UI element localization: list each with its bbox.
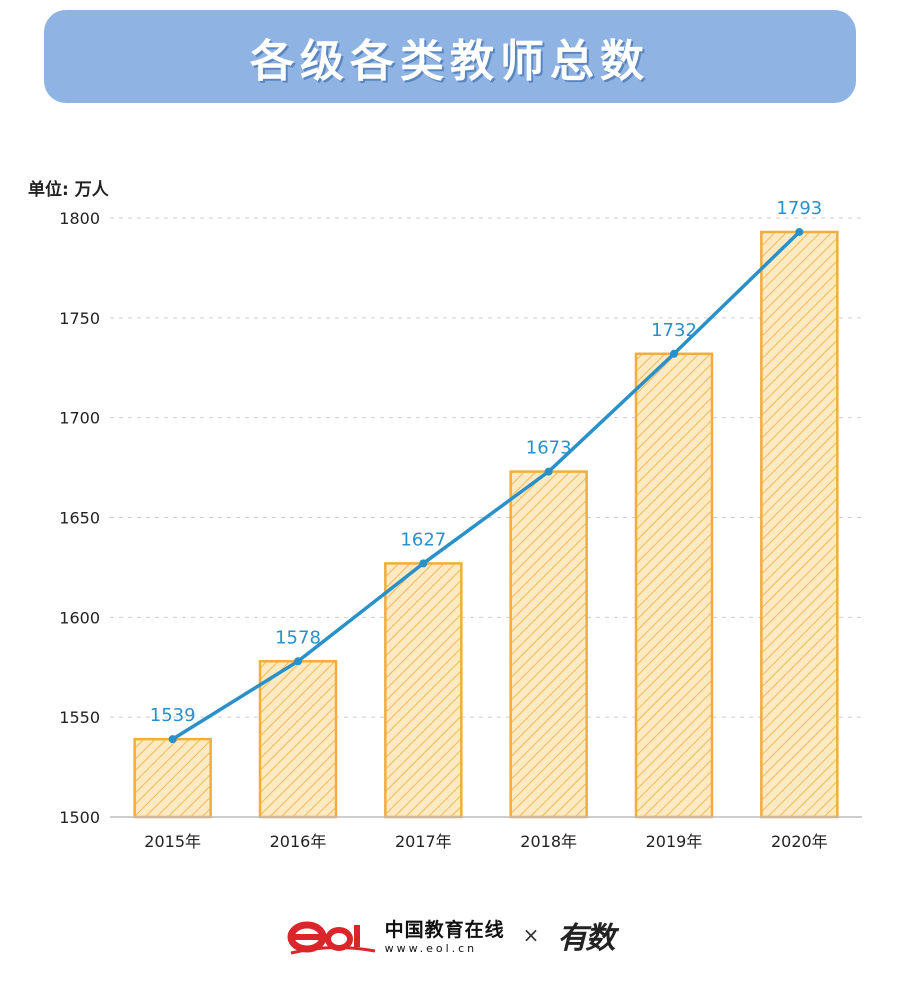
y-tick-label: 1750	[59, 309, 100, 328]
x-tick-label: 2017年	[395, 832, 452, 851]
bar-line-chart: 1539 1578 1627 1673 1732 1793 1500 1550 1600 165…	[59, 198, 862, 851]
bar-2020年	[760, 230, 839, 819]
axes: 1500 1550 1600 1650 1700 1750 1800 2015年 2016年 20…	[59, 209, 862, 851]
separator: ×	[522, 923, 540, 947]
data-label: 1627	[400, 529, 446, 550]
bar-2015年	[133, 737, 212, 819]
data-label: 1578	[275, 627, 321, 648]
bar-2017年	[384, 562, 463, 819]
bar-2018年	[509, 470, 588, 819]
line-point-2016年	[294, 657, 302, 666]
gridlines	[110, 217, 862, 718]
bar-2016年	[258, 660, 338, 819]
line-point-2019年	[670, 349, 678, 358]
y-tick-label: 1650	[59, 509, 100, 528]
brand-name: 中国教育在线	[384, 919, 505, 941]
bars	[133, 230, 839, 819]
x-tick-label: 2020年	[771, 832, 828, 851]
y-tick-label: 1600	[59, 608, 100, 627]
data-labels: 1539 1578 1627 1673 1732 1793	[150, 198, 822, 726]
page-title: 各级各类教师总数	[250, 35, 650, 87]
partner-logo: 有数	[557, 921, 615, 956]
x-tick-label: 2018年	[520, 832, 577, 851]
eol-logo: 中国教育在线 www.eol.cn	[287, 915, 505, 955]
brand-url: www.eol.cn	[384, 942, 478, 955]
line-point-2018年	[544, 467, 553, 476]
line-point-2017年	[419, 559, 428, 568]
bar-2019年	[634, 352, 714, 819]
data-label: 1793	[776, 198, 822, 219]
x-tick-label: 2015年	[144, 832, 201, 851]
unit-label: 单位: 万人	[28, 180, 109, 200]
data-label: 1732	[651, 320, 697, 341]
line-point-2015年	[168, 735, 177, 744]
eol-logo-icon	[287, 921, 375, 955]
x-tick-label: 2016年	[270, 832, 327, 851]
trend-polyline	[171, 230, 801, 741]
y-tick-label: 1500	[59, 808, 100, 827]
footer: 中国教育在线 www.eol.cn × 有数	[0, 905, 900, 965]
trend-line	[168, 227, 804, 744]
line-point-2020年	[795, 227, 804, 236]
title-banner: 各级各类教师总数	[44, 10, 856, 103]
y-tick-label: 1800	[59, 209, 100, 228]
x-tick-label: 2019年	[646, 832, 703, 851]
data-label: 1673	[526, 438, 572, 459]
y-tick-label: 1700	[59, 409, 100, 428]
data-label: 1539	[150, 705, 196, 726]
y-tick-label: 1550	[59, 708, 100, 727]
